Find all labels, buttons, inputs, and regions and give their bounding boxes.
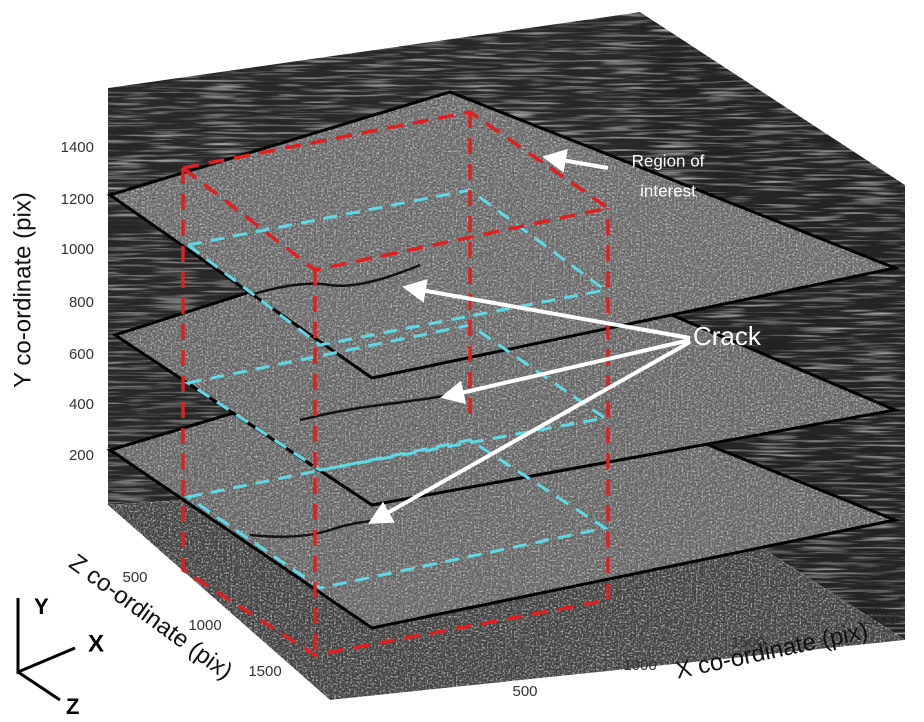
triad-label: X — [88, 630, 104, 657]
tick-label: 1500 — [731, 634, 764, 651]
annotation: Crack — [693, 321, 762, 351]
tick-label: 500 — [512, 683, 537, 700]
triad-label: Y — [34, 594, 49, 619]
tick-label: 600 — [69, 346, 94, 363]
tick-label: 800 — [69, 294, 94, 311]
annotation: interest — [640, 181, 696, 200]
tick-label: 1500 — [248, 663, 281, 680]
tick-label: 2000 — [863, 611, 896, 628]
figure: Region of interest Crack Y co-ordinate (… — [0, 0, 924, 722]
triad-label: Z — [66, 694, 79, 719]
annotation: Region of — [632, 151, 705, 170]
tick-label: 1200 — [61, 191, 94, 208]
tick-label: 1400 — [61, 139, 94, 156]
tick-label: 1000 — [61, 241, 94, 258]
tick-label: 1000 — [623, 657, 656, 674]
axis-label: Y co-ordinate (pix) — [9, 192, 36, 388]
tick-label: 500 — [122, 569, 147, 586]
tick-label: 200 — [69, 447, 94, 464]
tick-label: 1000 — [188, 617, 221, 634]
tick-label: 400 — [69, 396, 94, 413]
